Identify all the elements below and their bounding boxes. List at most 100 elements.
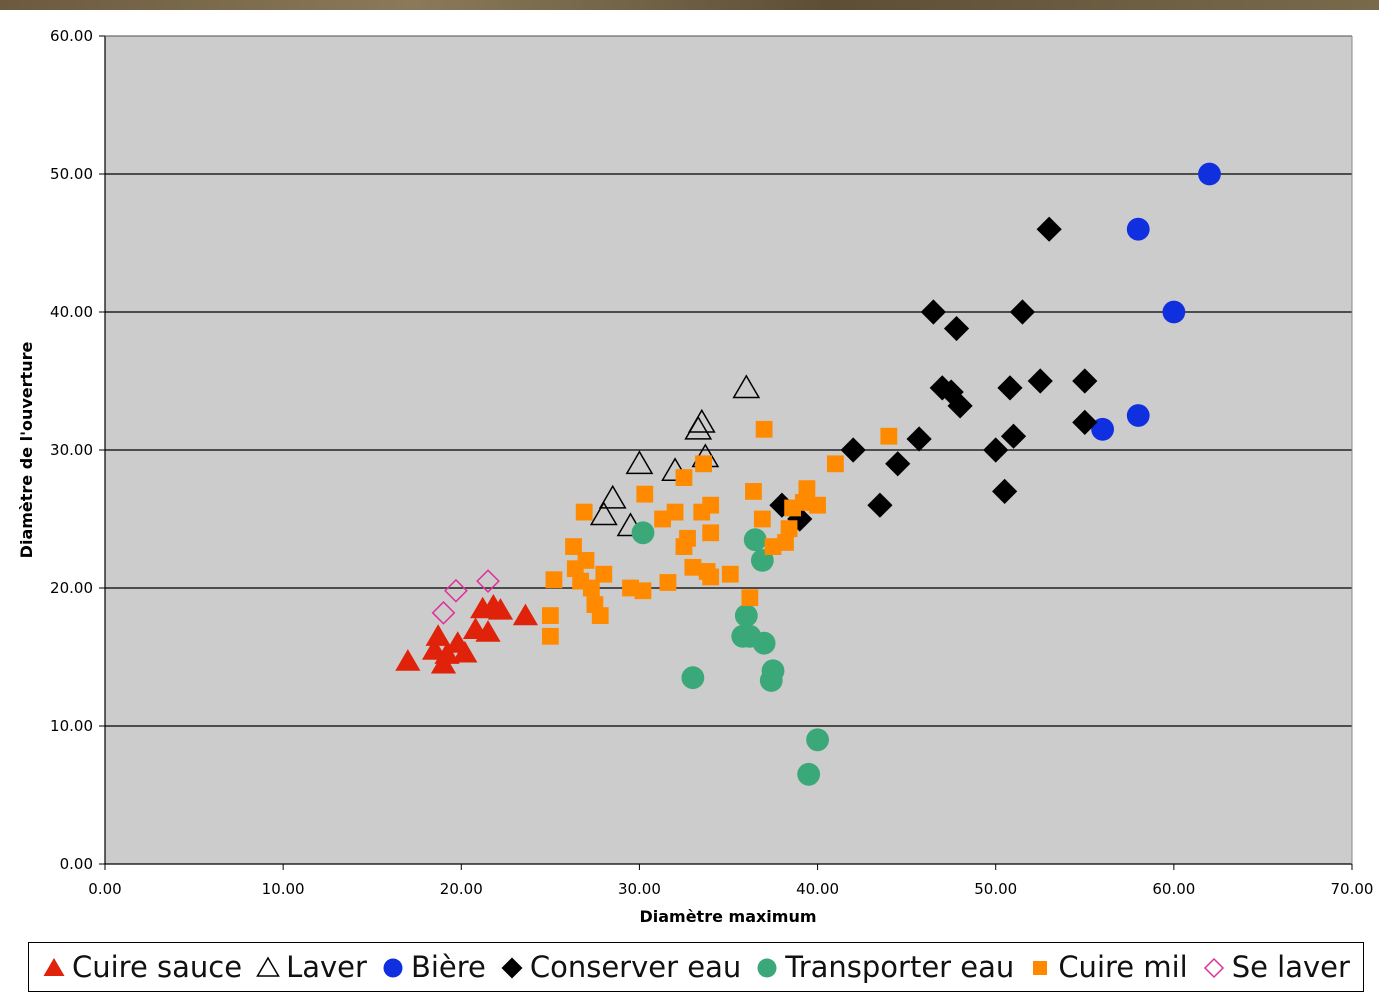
data-point — [929, 375, 955, 401]
data-point — [541, 627, 559, 645]
legend-item: Transporter eau — [755, 950, 1014, 984]
data-point — [476, 569, 500, 593]
data-point — [687, 408, 716, 433]
data-point — [840, 437, 866, 463]
x-tick-label: 60.00 — [1152, 880, 1195, 898]
data-point — [1072, 368, 1098, 394]
y-tick-label: 60.00 — [50, 27, 93, 45]
data-point — [1027, 368, 1053, 394]
data-point — [885, 451, 911, 477]
legend-label: Cuire sauce — [72, 950, 243, 984]
data-point — [920, 299, 946, 325]
data-point — [743, 528, 767, 552]
data-point — [794, 494, 812, 511]
x-axis-label: Diamètre maximum — [639, 907, 816, 926]
legend-item: Conserver eau — [500, 950, 741, 984]
series-se-laver — [431, 569, 500, 625]
data-point — [997, 375, 1023, 401]
y-tick-label: 10.00 — [50, 717, 93, 735]
data-point — [745, 483, 762, 500]
data-point — [752, 631, 776, 655]
data-point — [659, 574, 677, 591]
data-point — [906, 426, 932, 452]
data-point — [753, 510, 771, 528]
data-point — [809, 496, 826, 514]
legend-item: Bière — [381, 950, 486, 984]
data-point — [938, 379, 964, 405]
data-point — [780, 520, 798, 538]
data-point — [434, 642, 460, 664]
data-point — [992, 478, 1018, 504]
legend-marker-icon — [757, 958, 777, 978]
data-point — [681, 666, 705, 690]
legend-label: Laver — [286, 950, 367, 984]
legend-item: Cuire sauce — [42, 950, 242, 984]
data-point — [591, 607, 609, 624]
data-point — [595, 565, 613, 583]
y-tick-label: 50.00 — [50, 165, 93, 183]
x-tick-label: 70.00 — [1331, 880, 1374, 898]
legend-marker-icon — [383, 958, 403, 978]
data-point — [702, 568, 720, 586]
data-point — [1162, 300, 1186, 324]
data-point — [598, 484, 627, 509]
data-point — [395, 649, 421, 671]
data-point — [684, 558, 702, 576]
x-tick-label: 50.00 — [974, 880, 1017, 898]
data-point — [867, 492, 893, 518]
data-point — [575, 503, 593, 521]
x-tick-label: 10.00 — [262, 880, 305, 898]
data-point — [636, 485, 654, 503]
data-point — [1091, 417, 1114, 441]
scatter-chart: 0.00 10.00 20.00 30.00 40.00 50.00 60.00 0.00 10… — [17, 27, 1374, 926]
data-point — [695, 455, 712, 473]
data-point — [1036, 216, 1062, 242]
series-cuire-mil — [541, 420, 898, 645]
x-tick-label: 0.00 — [88, 880, 121, 898]
data-point — [797, 762, 821, 786]
legend-item: Se laver — [1202, 950, 1350, 984]
legend-item: Laver — [256, 950, 367, 984]
legend-label: Bière — [410, 950, 486, 984]
data-point — [983, 437, 1009, 463]
data-point — [943, 315, 970, 342]
legend-item: Cuire mil — [1028, 950, 1188, 984]
data-point — [1126, 217, 1150, 241]
data-point — [880, 427, 898, 445]
data-point — [1198, 162, 1221, 186]
data-point — [1000, 423, 1027, 449]
data-point — [444, 578, 468, 603]
data-point — [589, 501, 618, 526]
y-axis-label: Diamètre de l'ouverture — [17, 342, 36, 559]
data-point — [806, 728, 829, 752]
data-point — [512, 603, 539, 626]
data-point — [475, 620, 501, 642]
legend-label: Se laver — [1231, 950, 1350, 984]
data-point — [666, 503, 684, 521]
data-point — [826, 455, 844, 473]
y-tick-label: 0.00 — [60, 855, 93, 873]
data-point — [1072, 409, 1098, 435]
legend-marker-icon — [1033, 961, 1048, 975]
x-tick-label: 40.00 — [796, 880, 839, 898]
y-tick-label: 30.00 — [50, 441, 93, 459]
x-tick-label: 30.00 — [618, 880, 661, 898]
data-point — [577, 552, 595, 569]
data-point — [761, 659, 785, 683]
chart-legend: Cuire sauce Laver Bière Conserver eau Transp… — [28, 942, 1364, 992]
legend-marker-icon — [256, 956, 280, 977]
legend-label: Conserver eau — [529, 950, 742, 984]
data-point — [675, 469, 693, 486]
x-tick-label: 20.00 — [440, 880, 483, 898]
data-point — [741, 589, 759, 607]
data-point — [755, 420, 773, 438]
legend-marker-icon — [501, 957, 523, 979]
data-point — [634, 582, 652, 600]
data-point — [734, 604, 758, 627]
data-point — [702, 496, 720, 514]
data-point — [777, 534, 794, 551]
data-point — [565, 538, 582, 555]
data-points — [395, 162, 1221, 786]
legend-label: Transporter eau — [785, 950, 1015, 984]
data-point — [679, 529, 696, 547]
